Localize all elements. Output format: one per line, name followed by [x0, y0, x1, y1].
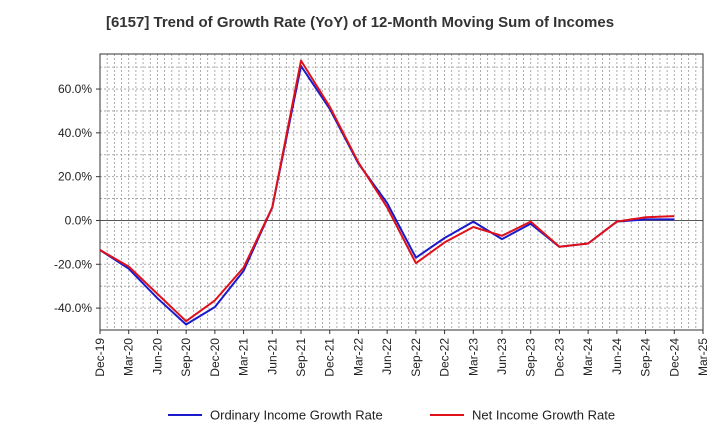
y-tick-label: 40.0% [58, 126, 92, 140]
x-tick-label: Sep-21 [294, 338, 308, 377]
x-tick-label: Sep-23 [524, 338, 538, 377]
x-tick-label: Jun-24 [610, 338, 624, 375]
x-tick-label: Sep-20 [179, 338, 193, 377]
x-tick-label: Dec-21 [323, 338, 337, 377]
x-tick-label: Sep-22 [409, 338, 423, 377]
y-tick-label: 20.0% [58, 170, 92, 184]
y-tick-label: 60.0% [58, 82, 92, 96]
x-tick-label: Dec-19 [93, 338, 107, 377]
x-tick-label: Mar-22 [351, 338, 365, 376]
x-tick-label: Dec-22 [438, 338, 452, 377]
chart-title: [6157] Trend of Growth Rate (YoY) of 12-… [105, 14, 615, 31]
legend-net-income-label: Net Income Growth Rate [472, 408, 615, 423]
x-tick-label: Mar-24 [581, 338, 595, 376]
x-tick-label: Mar-21 [237, 338, 251, 376]
x-tick-label: Mar-25 [696, 338, 710, 376]
x-tick-label: Jun-21 [265, 338, 279, 375]
x-tick-label: Dec-24 [667, 338, 681, 377]
legend-ordinary-income-label: Ordinary Income Growth Rate [210, 408, 383, 423]
y-tick-label: -40.0% [54, 301, 92, 315]
x-tick-label: Mar-20 [122, 338, 136, 376]
x-tick-label: Dec-23 [552, 338, 566, 377]
y-tick-label: 0.0% [65, 213, 93, 227]
x-tick-label: Sep-24 [639, 338, 653, 377]
plot-border [99, 53, 704, 331]
x-tick-label: Jun-20 [150, 338, 164, 375]
x-tick-label: Jun-23 [495, 338, 509, 375]
series-line-net-income [99, 59, 675, 323]
y-tick-label: -20.0% [54, 257, 92, 271]
x-tick-label: Jun-22 [380, 338, 394, 375]
x-tick-label: Dec-20 [208, 338, 222, 377]
x-tick-label: Mar-23 [466, 338, 480, 376]
